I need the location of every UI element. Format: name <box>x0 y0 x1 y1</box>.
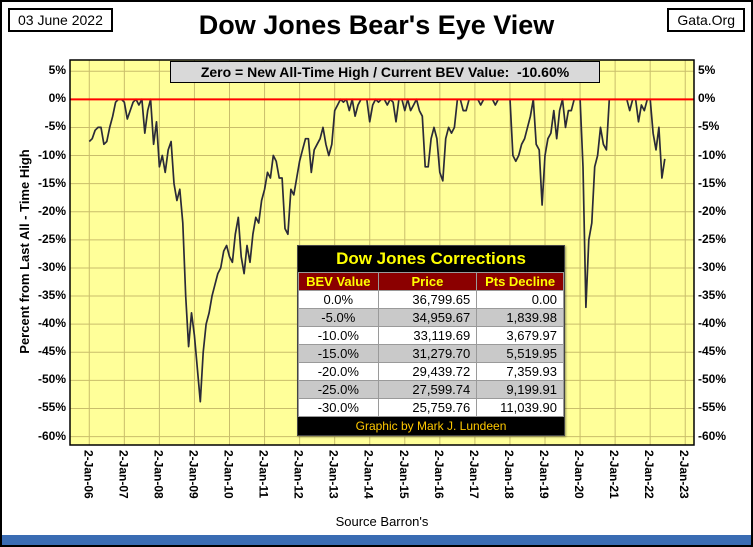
y-tick-label-left: -45% <box>37 344 66 359</box>
x-tick-label: 2-Jan-17 <box>466 450 481 499</box>
y-tick-label-right: 5% <box>698 63 716 78</box>
y-tick-label-right: -5% <box>698 119 720 134</box>
y-tick-label-right: -20% <box>698 203 727 218</box>
bev-value-cell: -30.0% <box>298 398 379 417</box>
table-row: -15.0% 31,279.70 5,519.95 <box>298 344 564 363</box>
y-tick-label-right: -50% <box>698 372 727 387</box>
y-tick-label-left: 0% <box>48 91 66 106</box>
table-row: -30.0% 25,759.76 11,039.90 <box>298 398 564 417</box>
x-tick-label: 2-Jan-21 <box>607 450 622 499</box>
y-tick-label-left: -50% <box>37 372 66 387</box>
y-tick-label-left: -5% <box>44 119 66 134</box>
col-header-price: Price <box>377 272 478 291</box>
bev-value-cell: -20.0% <box>298 362 379 381</box>
y-tick-label-right: -35% <box>698 288 727 303</box>
table-row: -5.0% 34,959.67 1,839.98 <box>298 308 564 327</box>
table-header-row: BEV Value Price Pts Decline <box>298 272 564 291</box>
x-tick-label: 2-Jan-23 <box>677 450 692 499</box>
x-tick-label: 2-Jan-11 <box>256 450 271 499</box>
y-tick-label-right: -15% <box>698 175 727 190</box>
pts-decline-cell: 3,679.97 <box>476 326 564 345</box>
site-label: Gata.Org <box>667 8 745 32</box>
x-tick-label: 2-Jan-06 <box>81 450 96 499</box>
x-tick-label: 2-Jan-10 <box>221 450 236 499</box>
bottom-bar <box>2 535 751 545</box>
x-tick-label: 2-Jan-14 <box>361 450 376 499</box>
bev-value-cell: -25.0% <box>298 380 379 399</box>
y-tick-label-right: -55% <box>698 400 727 415</box>
x-tick-label: 2-Jan-20 <box>572 450 587 499</box>
table-row: -10.0% 33,119.69 3,679.97 <box>298 326 564 345</box>
price-cell: 33,119.69 <box>377 326 478 345</box>
y-tick-label-left: -25% <box>37 231 66 246</box>
x-tick-label: 2-Jan-08 <box>151 450 166 499</box>
bev-value-cell: -10.0% <box>298 326 379 345</box>
price-cell: 27,599.74 <box>377 380 478 399</box>
source-label: Source Barron's <box>335 514 429 529</box>
y-tick-label-left: -20% <box>37 203 66 218</box>
y-tick-label-right: -45% <box>698 344 727 359</box>
x-tick-label: 2-Jan-19 <box>537 450 551 499</box>
x-tick-label: 2-Jan-18 <box>501 450 516 499</box>
y-tick-label-right: -10% <box>698 147 727 162</box>
y-tick-label-left: -40% <box>37 316 66 331</box>
table-row: -20.0% 29,439.72 7,359.93 <box>298 362 564 381</box>
page-title: Dow Jones Bear's Eye View <box>198 10 555 40</box>
table-row: -25.0% 27,599.74 9,199.91 <box>298 380 564 399</box>
y-tick-label-left: -55% <box>37 400 66 415</box>
y-tick-label-left: -10% <box>37 147 66 162</box>
bev-series-line <box>88 98 666 403</box>
x-tick-label: 2-Jan-22 <box>642 450 657 499</box>
price-cell: 36,799.65 <box>377 290 478 309</box>
subtitle-box: Zero = New All-Time High / Current BEV V… <box>170 61 600 83</box>
y-tick-label-right: 0% <box>698 91 716 106</box>
pts-decline-cell: 1,839.98 <box>476 308 564 327</box>
price-cell: 29,439.72 <box>377 362 478 381</box>
y-tick-label-right: -25% <box>698 231 727 246</box>
corrections-table-footer: Graphic by Mark J. Lundeen <box>298 417 564 435</box>
x-tick-label: 2-Jan-16 <box>431 450 446 499</box>
corrections-data-table: BEV Value Price Pts Decline 0.0% 36,799.6… <box>298 272 564 417</box>
x-tick-label: 2-Jan-13 <box>326 450 341 499</box>
col-header-pts-decline: Pts Decline <box>476 272 564 291</box>
y-tick-label-left: -35% <box>37 288 66 303</box>
table-row: 0.0% 36,799.65 0.00 <box>298 290 564 309</box>
corrections-table-title: Dow Jones Corrections <box>298 246 564 272</box>
pts-decline-cell: 0.00 <box>476 290 564 309</box>
col-header-bev-value: BEV Value <box>298 272 379 291</box>
x-tick-label: 2-Jan-15 <box>396 450 411 499</box>
x-tick-label: 2-Jan-12 <box>291 450 306 499</box>
price-cell: 31,279.70 <box>377 344 478 363</box>
price-cell: 34,959.67 <box>377 308 478 327</box>
pts-decline-cell: 7,359.93 <box>476 362 564 381</box>
pts-decline-cell: 5,519.95 <box>476 344 564 363</box>
y-tick-label-left: -60% <box>37 428 66 443</box>
date-box: 03 June 2022 <box>8 8 113 32</box>
y-tick-label-right: -30% <box>698 259 727 274</box>
bev-value-cell: 0.0% <box>298 290 379 309</box>
bev-value-cell: -5.0% <box>298 308 379 327</box>
bev-value-cell: -15.0% <box>298 344 379 363</box>
y-tick-label-left: -30% <box>37 259 66 274</box>
y-tick-label-right: -40% <box>698 316 727 331</box>
y-tick-label-left: -15% <box>37 175 66 190</box>
plot-border <box>69 59 695 446</box>
y-tick-label-left: 5% <box>48 63 66 78</box>
y-tick-label-right: -60% <box>698 428 727 443</box>
price-cell: 25,759.76 <box>377 398 478 417</box>
x-tick-label: 2-Jan-07 <box>116 450 131 499</box>
pts-decline-cell: 9,199.91 <box>476 380 564 399</box>
pts-decline-cell: 11,039.90 <box>476 398 564 417</box>
x-tick-label: 2-Jan-09 <box>186 450 201 499</box>
corrections-table: Dow Jones Corrections BEV Value Price Pt… <box>297 245 565 436</box>
